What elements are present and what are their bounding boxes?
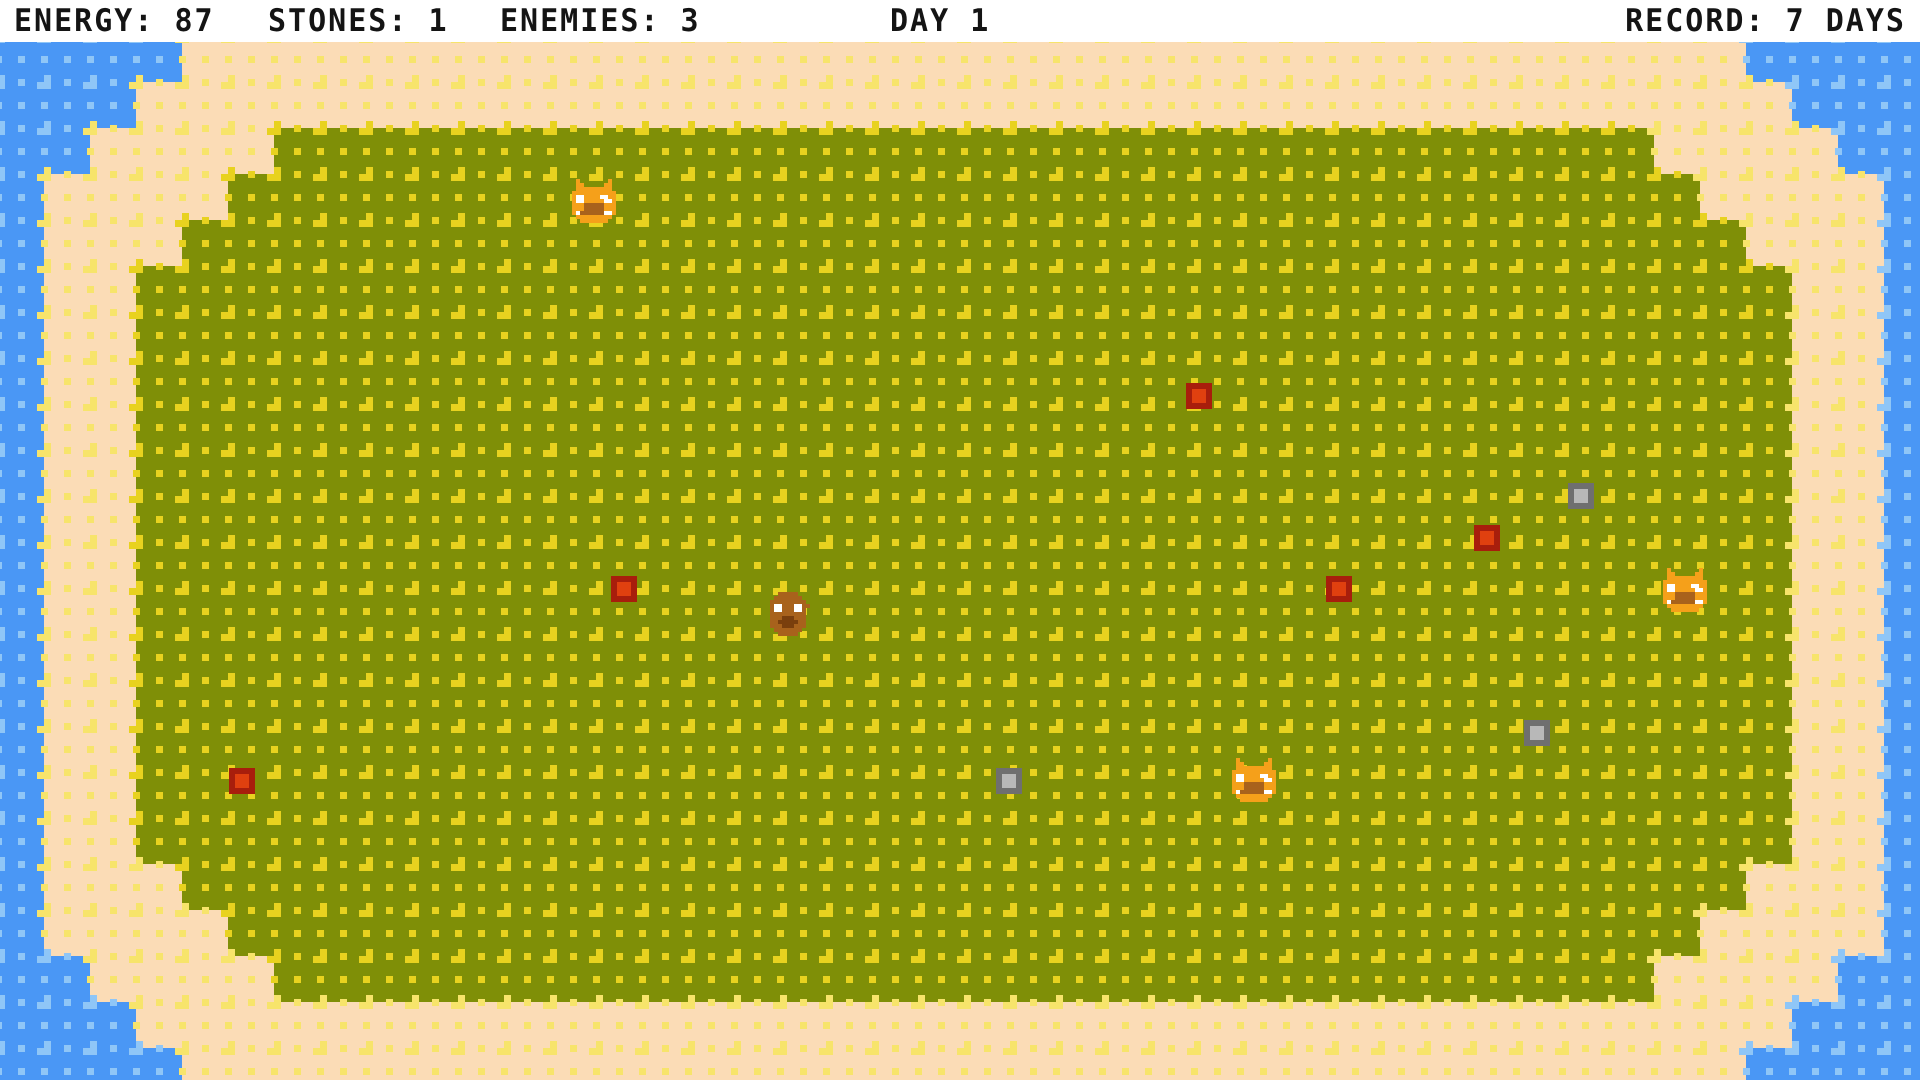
- stone-2-core: [1002, 774, 1016, 788]
- berry-1[interactable]: [1474, 525, 1500, 551]
- stone-2[interactable]: [996, 768, 1022, 794]
- stones-readout: STONES: 1: [268, 3, 449, 40]
- game-board[interactable]: [0, 36, 1920, 1080]
- terrain-tilemap: [0, 36, 1920, 1080]
- enemy-0[interactable]: [572, 179, 616, 223]
- hud-bar: ENERGY: 87 STONES: 1 ENEMIES: 3 DAY 1 RE…: [0, 0, 1920, 42]
- stone-1[interactable]: [1524, 720, 1550, 746]
- berry-1-core: [1480, 531, 1494, 545]
- berry-3-core: [1332, 582, 1346, 596]
- berry-3[interactable]: [1326, 576, 1352, 602]
- enemy-2[interactable]: [1232, 758, 1276, 802]
- day-readout: DAY 1: [890, 3, 991, 40]
- berry-4[interactable]: [229, 768, 255, 794]
- stone-0-core: [1574, 489, 1588, 503]
- berry-2-core: [617, 582, 631, 596]
- enemy-1[interactable]: [1663, 568, 1707, 612]
- stone-1-core: [1530, 726, 1544, 740]
- berry-0[interactable]: [1186, 383, 1212, 409]
- player-bear[interactable]: [766, 592, 810, 636]
- berry-4-core: [235, 774, 249, 788]
- record-readout: RECORD: 7 DAYS: [1625, 3, 1906, 40]
- stone-0[interactable]: [1568, 483, 1594, 509]
- berry-2[interactable]: [611, 576, 637, 602]
- energy-readout: ENERGY: 87: [14, 3, 215, 40]
- enemies-readout: ENEMIES: 3: [500, 3, 701, 40]
- berry-0-core: [1192, 389, 1206, 403]
